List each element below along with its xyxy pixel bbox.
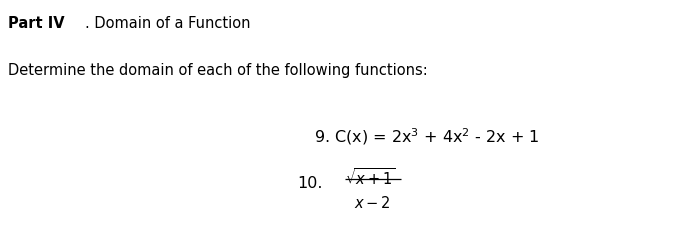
Text: $x-2$: $x-2$ (354, 195, 391, 211)
Text: 9. C(x) = 2x$^3$ + 4x$^2$ - 2x + 1: 9. C(x) = 2x$^3$ + 4x$^2$ - 2x + 1 (314, 126, 540, 147)
Text: Determine the domain of each of the following functions:: Determine the domain of each of the foll… (8, 63, 428, 78)
Text: . Domain of a Function: . Domain of a Function (85, 16, 250, 31)
Text: Part IV: Part IV (8, 16, 65, 31)
Text: 10.: 10. (297, 176, 322, 190)
Text: $\sqrt{x+1}$: $\sqrt{x+1}$ (345, 166, 395, 187)
